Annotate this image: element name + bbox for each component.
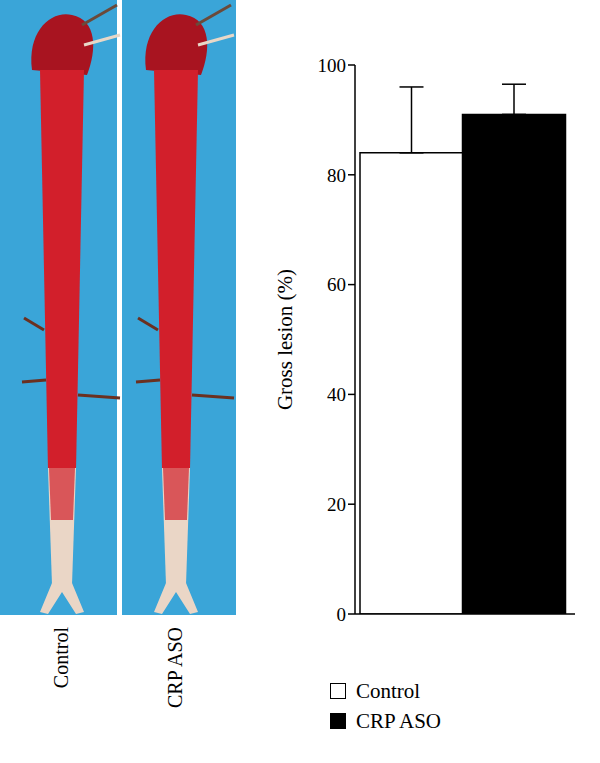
svg-text:Control: Control — [50, 627, 72, 689]
svg-text:40: 40 — [327, 384, 346, 405]
svg-text:CRP ASO: CRP ASO — [164, 627, 186, 708]
html-text:CRP ASO: CRP ASO — [356, 708, 441, 733]
svg-text:100: 100 — [318, 55, 347, 76]
html-text:Control: Control — [356, 678, 421, 703]
svg-text:80: 80 — [327, 165, 346, 186]
svg-text:0: 0 — [337, 604, 347, 625]
svg-text:20: 20 — [327, 494, 346, 515]
svg-text:60: 60 — [327, 274, 346, 295]
svg-text:Gross lesion (%): Gross lesion (%) — [273, 269, 297, 410]
